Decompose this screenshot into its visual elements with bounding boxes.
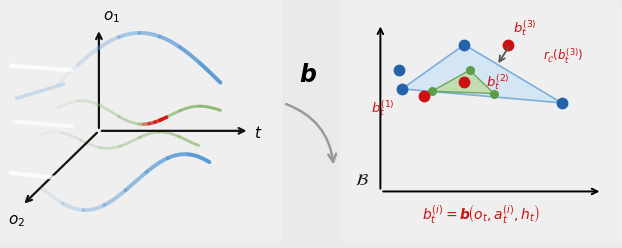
Text: $o_1$: $o_1$ (103, 9, 120, 25)
FancyBboxPatch shape (0, 0, 282, 243)
Text: $\mathcal{B}$: $\mathcal{B}$ (355, 171, 368, 189)
Polygon shape (432, 70, 494, 93)
Text: $b_t^{(2)}$: $b_t^{(2)}$ (486, 72, 509, 92)
Text: $o_2$: $o_2$ (8, 214, 26, 229)
Text: $\boldsymbol{b}$: $\boldsymbol{b}$ (299, 63, 317, 87)
FancyBboxPatch shape (340, 0, 621, 243)
Text: $r_\mathcal{C}(b_t^{(3)})$: $r_\mathcal{C}(b_t^{(3)})$ (543, 47, 583, 66)
Polygon shape (402, 45, 562, 103)
FancyArrowPatch shape (286, 104, 336, 162)
Text: $b_t^{(i)} = \boldsymbol{b}\!\left(o_t, a_t^{(i)}, h_t\right)$: $b_t^{(i)} = \boldsymbol{b}\!\left(o_t, … (422, 204, 539, 226)
Text: $b_t^{(3)}$: $b_t^{(3)}$ (513, 18, 537, 38)
Text: $b_t^{(1)}$: $b_t^{(1)}$ (371, 98, 395, 118)
Text: $t$: $t$ (254, 125, 262, 141)
